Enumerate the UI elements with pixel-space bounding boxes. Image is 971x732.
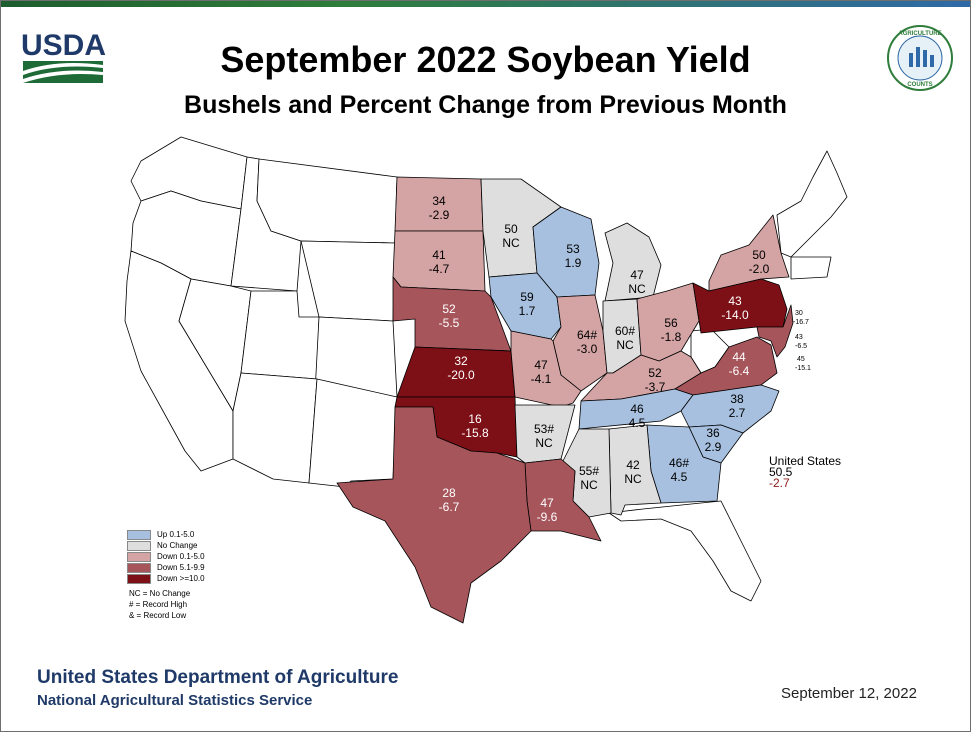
us-total: United States 50.5 -2.7 <box>769 454 842 490</box>
state-label-AR: 53# NC <box>534 422 554 450</box>
state-FL <box>608 500 762 602</box>
us-total-change: -2.7 <box>769 476 790 490</box>
usda-logo: USDA <box>21 29 106 83</box>
legend-swatch <box>127 562 151 573</box>
footer-org: United States Department of Agriculture <box>37 667 399 688</box>
state-label-MO: 47 -4.1 <box>531 358 552 386</box>
state-NM <box>308 378 398 488</box>
legend-item: Down 5.1-9.9 <box>127 562 205 573</box>
legend-label: Up 0.1-5.0 <box>157 530 195 539</box>
legend-item: Down 0.1-5.0 <box>127 551 205 562</box>
state-MA-CT-RI <box>790 256 832 280</box>
state-MI <box>604 222 662 302</box>
state-label-OH: 56 -1.8 <box>661 316 682 344</box>
state-label-NC: 38 2.7 <box>729 392 746 420</box>
state-label-ND: 34 -2.9 <box>429 194 450 222</box>
legend-item: No Change <box>127 540 205 551</box>
state-label-LA: 47 -9.6 <box>537 496 558 524</box>
usda-logo-text: USDA <box>21 29 106 62</box>
state-label-KS: 32 -20.0 <box>447 354 475 382</box>
footer-date: September 12, 2022 <box>781 685 917 702</box>
legend-label: No Change <box>157 541 198 550</box>
state-label-SC: 36 2.9 <box>705 426 722 454</box>
legend-swatch <box>127 573 151 584</box>
state-VT-NH-ME <box>776 150 848 258</box>
top-stripe <box>1 1 970 7</box>
page-title: September 2022 Soybean Yield <box>220 39 751 80</box>
state-label-PA: 43 -14.0 <box>721 294 749 322</box>
state-UT <box>240 290 320 380</box>
legend-note: # = Record High <box>129 600 188 609</box>
agriculture-counts-badge: AGRICULTURE COUNTS <box>887 25 953 91</box>
state-label-MS: 55# NC <box>579 464 599 492</box>
state-AL <box>608 424 662 516</box>
legend-swatch <box>127 551 151 562</box>
state-MT <box>256 158 398 244</box>
state-label-IN: 60# NC <box>615 324 635 352</box>
state-MO <box>510 330 582 408</box>
state-label-WI: 53 1.9 <box>565 242 582 270</box>
state-label-NE: 52 -5.5 <box>439 302 460 330</box>
legend: Up 0.1-5.0 No Change Down 0.1-5.0 Down 5… <box>127 529 205 621</box>
state-label-OK: 16 -15.8 <box>461 412 489 440</box>
footer-service: National Agricultural Statistics Service <box>37 692 313 709</box>
state-label-TX: 28 -6.7 <box>439 486 460 514</box>
legend-item: Up 0.1-5.0 <box>127 529 205 540</box>
state-TX <box>336 406 532 624</box>
state-PA <box>692 278 788 334</box>
state-label-AL: 42 NC <box>624 458 642 486</box>
state-IA <box>488 272 562 340</box>
state-NJ-DE-MD <box>756 304 794 358</box>
state-label-TN: 46 4.5 <box>629 402 646 430</box>
state-label-MN: 50 NC <box>502 222 520 250</box>
state-WY <box>300 240 396 322</box>
us-total-yield: 50.5 <box>769 465 793 479</box>
legend-note: NC = No Change <box>129 589 191 598</box>
state-label-IA: 59 1.7 <box>519 290 536 318</box>
legend-label: Down 0.1-5.0 <box>157 552 205 561</box>
state-label-GA: 46# 4.5 <box>669 456 689 484</box>
page-subtitle: Bushels and Percent Change from Previous… <box>184 91 787 119</box>
badge-top-text: AGRICULTURE <box>898 31 941 37</box>
state-label-NY: 50 -2.0 <box>749 248 770 276</box>
legend-label: Down 5.1-9.9 <box>157 563 205 572</box>
state-label-KY: 52 -3.7 <box>645 366 666 394</box>
state-label-VA: 44 -6.4 <box>729 350 750 378</box>
legend-item: Down >=10.0 <box>127 573 205 584</box>
state-label-SD: 41 -4.7 <box>429 248 450 276</box>
east-coast-label-3: 45 -15.1 <box>795 356 811 372</box>
state-label-MI: 47 NC <box>628 268 646 296</box>
legend-label: Down >=10.0 <box>157 574 205 583</box>
east-coast-label-2: 43 -6.5 <box>795 334 807 350</box>
state-AZ <box>232 372 318 484</box>
us-total-label: United States <box>769 454 842 468</box>
legend-swatch <box>127 529 151 540</box>
legend-swatch <box>127 540 151 551</box>
badge-bottom-text: COUNTS <box>907 82 932 88</box>
state-label-IL: 64# -3.0 <box>577 328 598 356</box>
east-coast-label-1: 30 -16.7 <box>793 310 809 326</box>
legend-note: & = Record Low <box>129 611 187 620</box>
state-NY <box>708 214 790 292</box>
